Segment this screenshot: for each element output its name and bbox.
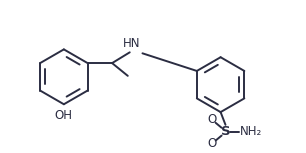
Text: OH: OH — [55, 109, 73, 122]
Text: O: O — [207, 113, 216, 126]
Text: S: S — [221, 125, 230, 138]
Text: HN: HN — [123, 37, 140, 50]
Text: O: O — [207, 137, 216, 150]
Text: NH₂: NH₂ — [240, 125, 263, 138]
